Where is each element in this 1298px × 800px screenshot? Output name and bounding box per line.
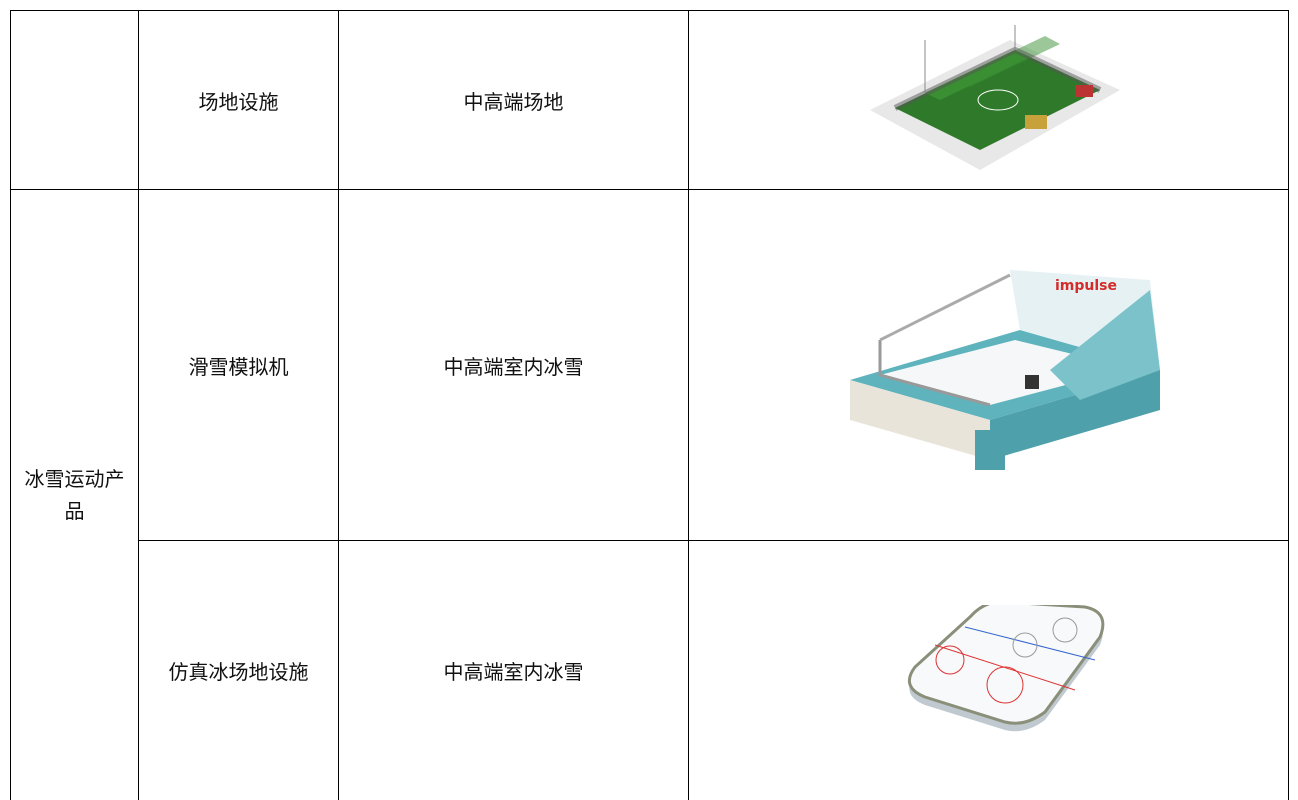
border xyxy=(138,10,139,800)
border xyxy=(138,540,1289,541)
ice-rink-image xyxy=(907,605,1105,732)
border xyxy=(1288,10,1289,800)
tier-cell: 中高端室内冰雪 xyxy=(339,541,688,800)
tier-label: 中高端场地 xyxy=(463,89,564,114)
border xyxy=(10,189,1289,190)
item-cell: 场地设施 xyxy=(139,11,338,189)
field-image xyxy=(870,25,1120,170)
ski-simulator-image: impulse xyxy=(850,270,1160,470)
border xyxy=(688,10,689,800)
group-label: 冰雪运动产品 xyxy=(24,467,125,523)
border xyxy=(10,10,11,800)
border xyxy=(10,10,1289,11)
tier-label: 中高端室内冰雪 xyxy=(443,660,584,684)
tier-cell: 中高端室内冰雪 xyxy=(339,190,688,540)
group-cell: 冰雪运动产品 xyxy=(11,190,138,800)
tier-label: 中高端室内冰雪 xyxy=(443,354,584,379)
brand-label: impulse xyxy=(1055,278,1117,294)
item-label: 滑雪模拟机 xyxy=(188,354,289,379)
item-cell: 仿真冰场地设施 xyxy=(139,541,338,800)
item-label: 场地设施 xyxy=(198,89,279,114)
border xyxy=(338,10,339,800)
item-cell: 滑雪模拟机 xyxy=(139,190,338,540)
tier-cell: 中高端场地 xyxy=(339,11,688,189)
item-label: 仿真冰场地设施 xyxy=(168,660,309,684)
